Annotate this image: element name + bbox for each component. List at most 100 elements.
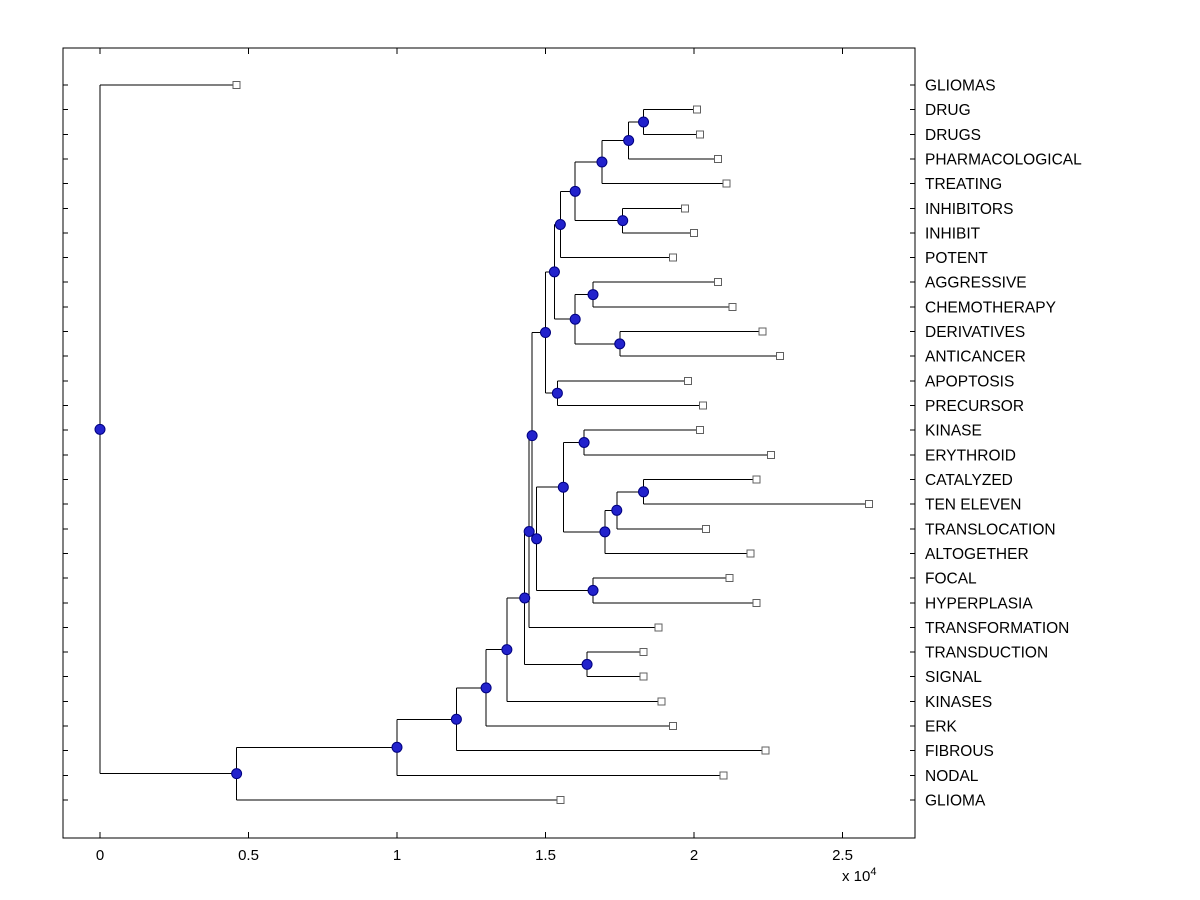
leaf-marker-kinase [695,426,704,435]
leaf-label-inhibit: INHIBIT [925,225,981,242]
leaf-marker-erythroid [767,450,776,459]
leaf-label-transduction: TRANSDUCTION [925,645,1048,662]
internal-node-marker [614,338,626,350]
multiplier-base: x 10 [842,868,871,885]
internal-node-marker [557,481,569,493]
internal-node-marker [578,437,590,448]
leaf-marker-translocation [701,524,710,533]
leaf-label-ten-eleven: TEN ELEVEN [925,497,1021,514]
x-tick-label: 0 [96,847,104,864]
internal-node-marker [391,741,403,753]
leaf-label-gliomas: GLIOMAS [925,78,996,95]
internal-node-marker [501,644,513,656]
leaf-marker-hyperplasia [752,598,761,607]
leaf-label-transformation: TRANSFORMATION [925,620,1069,637]
leaf-marker-derivatives [758,327,767,336]
internal-node-marker [617,215,629,227]
leaf-marker-kinases [657,697,666,706]
leaf-marker-erk [669,722,678,731]
leaf-label-apoptosis: APOPTOSIS [925,373,1014,390]
internal-node-marker [554,218,566,230]
leaf-marker-signal [639,672,648,681]
leaf-label-translocation: TRANSLOCATION [925,521,1056,538]
leaf-marker-inhibit [690,228,698,237]
leaf-marker-transformation [654,623,663,632]
x-tick-label: 1.5 [535,847,556,864]
leaf-label-signal: SIGNAL [925,669,982,686]
leaf-label-focal: FOCAL [925,571,977,588]
internal-node-marker [599,526,611,538]
leaf-marker-drugs [695,130,704,139]
leaf-marker-inhibitors [681,204,690,213]
x-tick-label: 1 [393,847,401,864]
leaf-marker-nodal [719,771,728,780]
internal-node-marker [231,768,243,780]
leaf-label-aggressive: AGGRESSIVE [925,275,1027,292]
leaf-label-hyperplasia: HYPERPLASIA [925,595,1033,612]
x-tick-label: 2 [690,847,698,864]
internal-node-marker [596,156,608,168]
x-axis-multiplier-label: x 104 [842,866,876,885]
leaf-marker-drug [692,105,701,114]
leaf-label-catalyzed: CATALYZED [925,472,1013,489]
leaf-marker-precursor [698,401,707,410]
internal-node-marker [480,682,492,694]
internal-node-marker [548,266,560,278]
leaf-label-treating: TREATING [925,176,1002,193]
leaf-label-potent: POTENT [925,250,988,267]
leaf-marker-focal [725,574,734,583]
internal-node-marker [94,423,106,435]
leaf-marker-fibrous [761,746,770,755]
leaf-label-glioma: GLIOMA [925,793,986,810]
leaf-label-pharmacological: PHARMACOLOGICAL [925,151,1082,168]
leaf-label-drugs: DRUGS [925,127,981,144]
leaf-label-derivatives: DERIVATIVES [925,324,1025,341]
leaf-label-chemotherapy: CHEMOTHERAPY [925,299,1056,316]
leaf-marker-catalyzed [752,475,761,484]
leaf-marker-ten-eleven [865,500,874,509]
internal-node-marker [569,313,581,325]
leaf-marker-altogether [746,549,755,558]
internal-node-marker [587,584,599,596]
leaf-label-drug: DRUG [925,102,971,119]
leaf-label-kinases: KINASES [925,694,992,711]
leaf-label-precursor: PRECURSOR [925,398,1024,415]
leaf-marker-transduction [639,648,648,657]
leaf-label-nodal: NODAL [925,768,979,785]
leaf-marker-apoptosis [684,376,693,385]
leaf-label-fibrous: FIBROUS [925,743,994,760]
axes-box [62,47,916,839]
leaf-marker-chemotherapy [728,302,737,311]
x-tick-label: 0.5 [238,847,259,864]
leaf-marker-potent [669,253,678,262]
internal-node-marker [540,327,551,339]
leaf-label-erk: ERK [925,719,958,736]
internal-node-marker [581,658,593,670]
internal-node-marker [531,533,543,545]
internal-node-marker [450,713,462,725]
leaf-label-erythroid: ERYTHROID [925,447,1016,464]
leaf-marker-gliomas [232,81,241,89]
internal-node-marker [638,486,650,498]
multiplier-exponent: 4 [870,866,877,878]
internal-node-marker [623,134,635,146]
internal-node-marker [551,387,563,399]
internal-node-marker [523,526,535,538]
leaf-marker-anticancer [776,352,785,361]
internal-node-marker [611,504,623,516]
x-tick-label: 2.5 [832,847,853,864]
internal-node-marker [587,289,599,301]
internal-node-marker [519,592,531,604]
leaf-label-kinase: KINASE [925,423,982,440]
leaf-label-altogether: ALTOGETHER [925,546,1029,563]
leaf-marker-pharmacological [713,154,722,163]
leaf-marker-treating [722,179,731,188]
leaf-label-inhibitors: INHIBITORS [925,201,1013,218]
internal-node-marker [638,116,650,128]
internal-node-marker [569,185,581,197]
leaf-label-anticancer: ANTICANCER [925,349,1026,366]
leaf-marker-glioma [556,796,565,804]
internal-node-marker [526,430,538,442]
